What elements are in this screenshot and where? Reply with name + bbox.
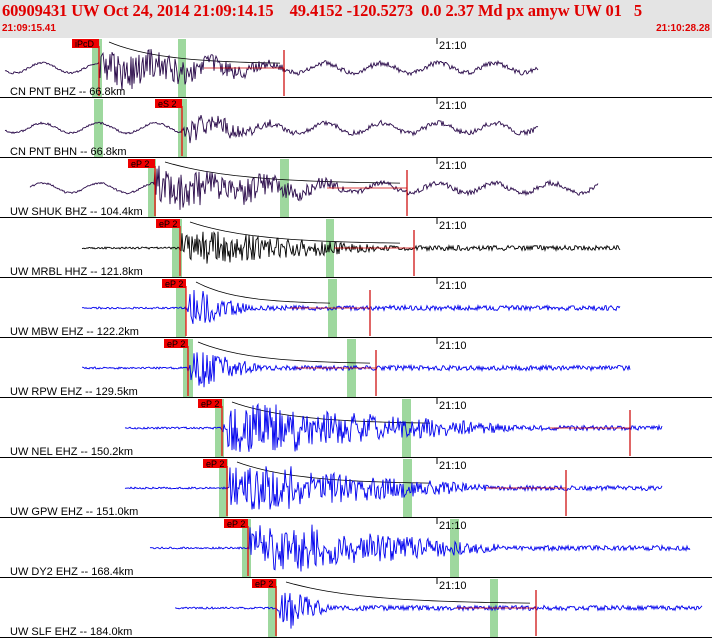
- minute-label: 21:10: [439, 40, 467, 52]
- phase-flag[interactable]: [72, 39, 99, 48]
- seismogram-panel[interactable]: 21:10 iPcD CN PNT BHZ -- 66.8km 21:10 eS 2 CN…: [0, 38, 712, 638]
- phase-label: eP 2: [159, 219, 177, 229]
- coda-curve: [285, 581, 531, 604]
- pick-window: [178, 39, 186, 97]
- station-label: UW SLF EHZ -- 184.0km: [10, 626, 132, 638]
- pick-window: [148, 159, 156, 217]
- station-label: UW MRBL HHZ -- 121.8km: [10, 266, 143, 278]
- phase-flag[interactable]: [164, 339, 188, 348]
- phase-label: eP 2: [227, 519, 245, 529]
- trace-row[interactable]: 21:10 eP 2 UW MBW EHZ -- 122.2km: [0, 278, 712, 338]
- minute-label: 21:10: [439, 400, 467, 412]
- phase-label: eP 2: [255, 579, 273, 589]
- phase-flag[interactable]: [156, 219, 180, 228]
- station-label: UW SHUK BHZ -- 104.4km: [10, 206, 143, 218]
- phase-flag[interactable]: [155, 99, 182, 108]
- minute-label: 21:10: [439, 100, 467, 112]
- phase-flag[interactable]: [128, 159, 155, 168]
- waveform: [175, 592, 703, 629]
- coda-curve: [195, 281, 331, 304]
- phase-label: iPcD: [75, 39, 95, 49]
- waveform: [124, 402, 663, 452]
- phase-flag[interactable]: [162, 279, 186, 288]
- trace-row[interactable]: 21:10 eP 2 UW DY2 EHZ -- 168.4km: [0, 518, 712, 578]
- phase-label: eS 2: [158, 99, 177, 109]
- phase-label: eP 2: [165, 279, 183, 289]
- waveform: [81, 289, 621, 324]
- phase-label: eP 2: [167, 339, 185, 349]
- trace-row[interactable]: 21:10 iPcD CN PNT BHZ -- 66.8km: [0, 38, 712, 98]
- event-title: 60909431 UW Oct 24, 2014 21:09:14.15 49.…: [2, 1, 643, 20]
- minute-label: 21:10: [439, 460, 467, 472]
- waveform: [124, 466, 663, 510]
- trace-row[interactable]: 21:10 eP 2 UW SHUK BHZ -- 104.4km: [0, 158, 712, 218]
- coda-curve: [236, 461, 431, 484]
- pick-window: [242, 519, 251, 577]
- waveform: [81, 230, 621, 264]
- phase-flag[interactable]: [252, 579, 276, 588]
- station-label: UW RPW EHZ -- 129.5km: [10, 386, 138, 398]
- minute-label: 21:10: [439, 520, 467, 532]
- phase-label: eP 2: [206, 459, 224, 469]
- pick-window: [176, 279, 186, 337]
- pick-window: [94, 99, 103, 157]
- trace-row[interactable]: 21:10 eP 2 UW RPW EHZ -- 129.5km: [0, 338, 712, 398]
- coda-curve: [108, 41, 281, 64]
- phase-label: eP 2: [131, 159, 149, 169]
- station-label: CN PNT BHZ -- 66.8km: [10, 86, 125, 98]
- trace-row[interactable]: 21:10 eP 2 UW NEL EHZ -- 150.2km: [0, 398, 712, 458]
- minute-label: 21:10: [439, 340, 467, 352]
- coda-curve: [164, 161, 401, 184]
- station-label: UW DY2 EHZ -- 168.4km: [10, 566, 133, 578]
- minute-label: 21:10: [439, 580, 467, 592]
- station-label: CN PNT BHN -- 66.8km: [10, 146, 127, 158]
- pick-window: [92, 39, 102, 97]
- minute-label: 21:10: [439, 160, 467, 172]
- minute-label: 21:10: [439, 220, 467, 232]
- pick-window: [215, 399, 224, 457]
- phase-flag[interactable]: [198, 399, 222, 408]
- start-time-label: 21:09:15.41: [2, 23, 56, 34]
- station-label: UW GPW EHZ -- 151.0km: [10, 506, 138, 518]
- trace-row[interactable]: 21:10 eP 2 UW GPW EHZ -- 151.0km: [0, 458, 712, 518]
- waveform: [149, 524, 691, 572]
- coda-curve: [197, 341, 371, 364]
- end-time-label: 21:10:28.28: [656, 23, 710, 34]
- phase-flag[interactable]: [224, 519, 248, 528]
- station-label: UW MBW EHZ -- 122.2km: [10, 326, 139, 338]
- trace-row[interactable]: 21:10 eS 2 CN PNT BHN -- 66.8km: [0, 98, 712, 158]
- waveform: [4, 114, 539, 144]
- waveform: [29, 165, 599, 210]
- pick-window: [402, 399, 411, 457]
- minute-label: 21:10: [439, 280, 467, 292]
- pick-window: [403, 459, 412, 517]
- phase-label: eP 2: [201, 399, 219, 409]
- waveform: [82, 352, 631, 388]
- trace-row[interactable]: 21:10 eP 2 UW SLF EHZ -- 184.0km: [0, 578, 712, 638]
- station-label: UW NEL EHZ -- 150.2km: [10, 446, 133, 458]
- trace-row[interactable]: 21:10 eP 2 UW MRBL HHZ -- 121.8km: [0, 218, 712, 278]
- pick-window: [326, 219, 334, 277]
- event-header: 60909431 UW Oct 24, 2014 21:09:14.15 49.…: [0, 0, 712, 38]
- waveform: [4, 49, 539, 91]
- phase-flag[interactable]: [203, 459, 227, 468]
- coda-curve: [189, 221, 401, 244]
